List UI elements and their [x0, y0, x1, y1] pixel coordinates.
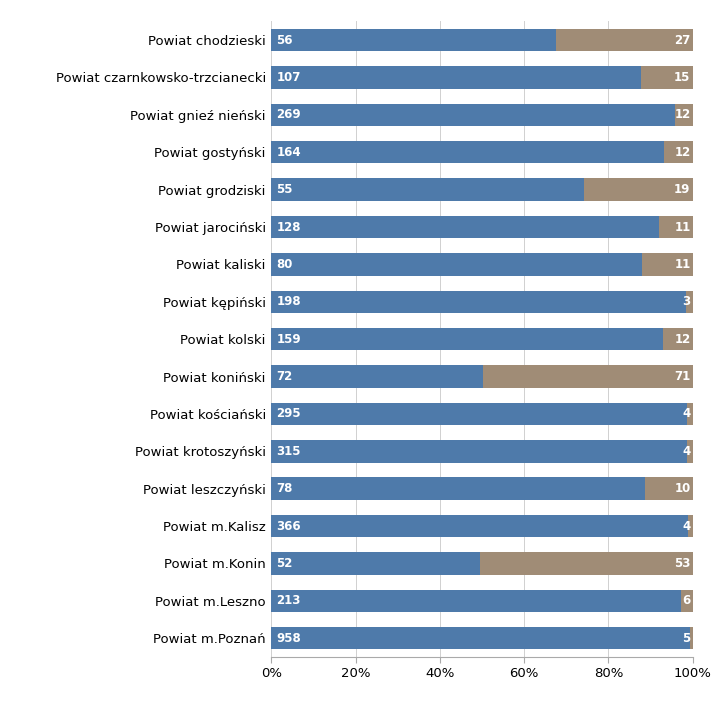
Text: 19: 19: [674, 183, 690, 196]
Text: 213: 213: [276, 594, 301, 608]
Bar: [687, 403, 693, 425]
Text: 10: 10: [674, 482, 690, 496]
Bar: [480, 552, 693, 575]
Bar: [681, 590, 693, 612]
Bar: [642, 253, 693, 276]
Text: 52: 52: [276, 557, 293, 570]
Text: 11: 11: [674, 258, 690, 271]
Bar: [688, 515, 693, 537]
Bar: [688, 440, 693, 463]
Text: 4: 4: [682, 520, 690, 533]
Bar: [271, 253, 642, 276]
Text: 12: 12: [674, 146, 690, 159]
Text: 164: 164: [276, 146, 301, 159]
Text: 12: 12: [674, 109, 690, 121]
Bar: [271, 440, 688, 463]
Text: 72: 72: [276, 370, 293, 383]
Text: 4: 4: [682, 445, 690, 458]
Bar: [690, 627, 693, 650]
Text: 11: 11: [674, 221, 690, 233]
Text: 6: 6: [682, 594, 690, 608]
Text: 53: 53: [674, 557, 690, 570]
Bar: [271, 627, 690, 650]
Bar: [271, 291, 686, 313]
Text: 15: 15: [674, 71, 690, 84]
Text: 4: 4: [682, 408, 690, 421]
Text: 366: 366: [276, 520, 301, 533]
Bar: [271, 590, 681, 612]
Text: 295: 295: [276, 408, 301, 421]
Text: 107: 107: [276, 71, 301, 84]
Bar: [663, 328, 693, 351]
Bar: [271, 104, 675, 126]
Bar: [659, 216, 693, 238]
Bar: [271, 515, 688, 537]
Bar: [640, 66, 693, 89]
Text: 80: 80: [276, 258, 293, 271]
Bar: [555, 29, 693, 51]
Text: 5: 5: [682, 632, 690, 645]
Text: 71: 71: [674, 370, 690, 383]
Bar: [271, 328, 663, 351]
Text: 128: 128: [276, 221, 301, 233]
Text: 27: 27: [674, 34, 690, 46]
Bar: [645, 478, 693, 500]
Bar: [271, 178, 585, 201]
Bar: [271, 29, 555, 51]
Text: 3: 3: [683, 296, 690, 308]
Bar: [271, 141, 664, 164]
Bar: [271, 552, 480, 575]
Text: 269: 269: [276, 109, 301, 121]
Text: 958: 958: [276, 632, 301, 645]
Bar: [483, 366, 693, 388]
Text: 56: 56: [276, 34, 293, 46]
Bar: [675, 104, 693, 126]
Bar: [271, 66, 640, 89]
Bar: [585, 178, 693, 201]
Bar: [271, 403, 687, 425]
Text: 315: 315: [276, 445, 301, 458]
Text: 78: 78: [276, 482, 293, 496]
Bar: [271, 478, 645, 500]
Text: 198: 198: [276, 296, 301, 308]
Bar: [271, 366, 483, 388]
Bar: [686, 291, 693, 313]
Bar: [271, 216, 659, 238]
Text: 55: 55: [276, 183, 293, 196]
Bar: [664, 141, 693, 164]
Text: 12: 12: [674, 333, 690, 346]
Text: 159: 159: [276, 333, 301, 346]
